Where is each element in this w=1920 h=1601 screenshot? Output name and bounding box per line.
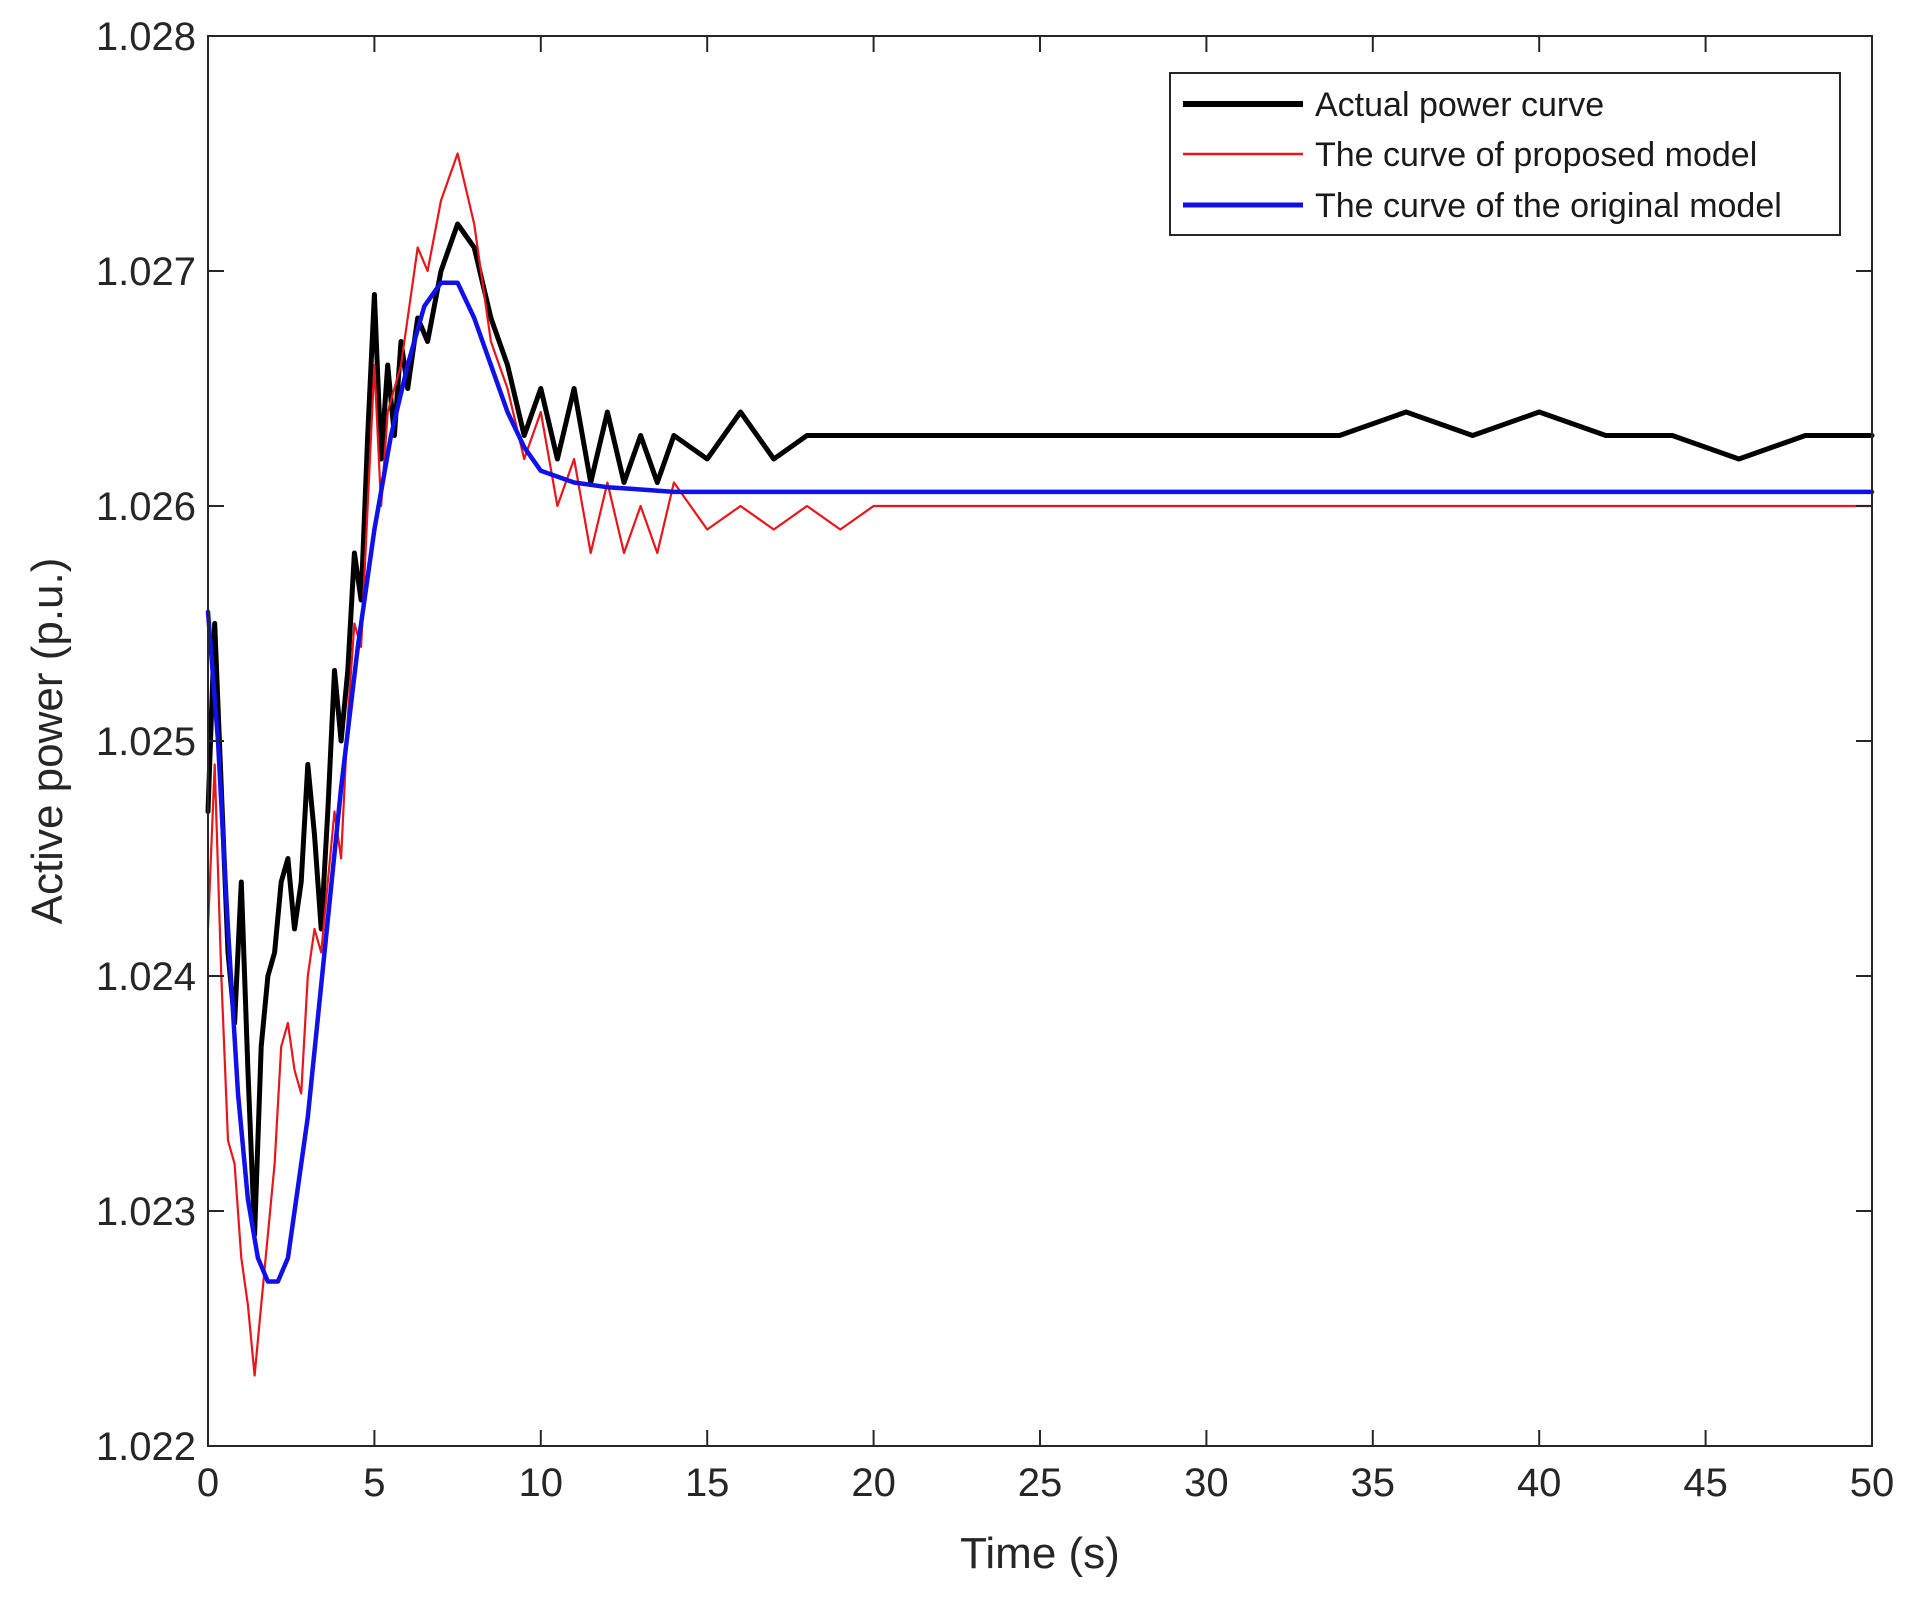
y-tick-label: 1.026: [96, 485, 196, 529]
y-tick-label: 1.027: [96, 250, 196, 294]
y-axis-label: Active power (p.u.): [23, 558, 72, 925]
y-tick-label: 1.028: [96, 15, 196, 59]
series-line-actual: [205, 221, 1875, 1237]
series-line-proposed: [206, 152, 1874, 1377]
series-line-original: [205, 280, 1875, 1284]
x-tick-label: 10: [519, 1461, 564, 1505]
x-tick-label: 5: [363, 1461, 385, 1505]
x-tick-label: 20: [851, 1461, 896, 1505]
y-tick-label: 1.023: [96, 1190, 196, 1234]
x-tick-label: 50: [1850, 1461, 1895, 1505]
y-tick-label: 1.022: [96, 1425, 196, 1469]
x-tick-label: 40: [1517, 1461, 1562, 1505]
y-axis: 1.022 1.023 1.024 1.025 1.026 1.027 1.028: [96, 15, 1872, 1469]
legend: Actual power curve The curve of proposed…: [1169, 72, 1841, 236]
legend-entry-proposed: The curve of proposed model: [1315, 136, 1757, 174]
x-tick-label: 45: [1683, 1461, 1728, 1505]
x-tick-label: 25: [1018, 1461, 1063, 1505]
x-tick-label: 0: [197, 1461, 219, 1505]
x-tick-label: 15: [685, 1461, 730, 1505]
y-tick-label: 1.024: [96, 955, 196, 999]
x-tick-label: 35: [1351, 1461, 1396, 1505]
x-tick-label: 30: [1184, 1461, 1229, 1505]
series-layer: [205, 152, 1875, 1377]
x-axis-label: Time (s): [960, 1529, 1120, 1578]
y-tick-label: 1.025: [96, 720, 196, 764]
legend-entry-actual: Actual power curve: [1315, 86, 1604, 124]
legend-entry-original: The curve of the original model: [1315, 187, 1782, 225]
x-axis: 0 5 10 15 20 25 30 35 40 45 50: [197, 36, 1894, 1505]
